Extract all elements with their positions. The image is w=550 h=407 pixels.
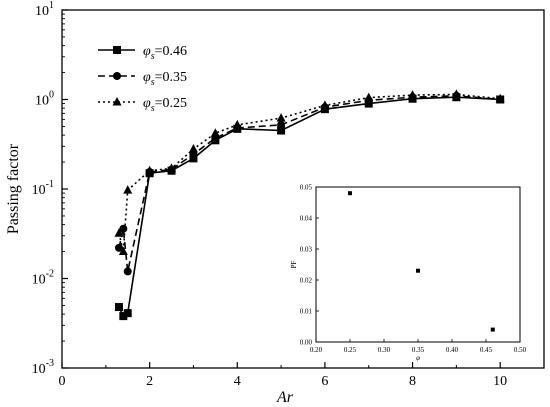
data-point-triangle: [210, 128, 220, 137]
inset-x-tick-label: 0.25: [344, 346, 357, 354]
inset-y-tick-label: 0.01: [300, 308, 313, 316]
data-point-circle: [277, 120, 286, 129]
x-tick-label: 8: [409, 374, 416, 389]
legend-label: φs=0.35: [143, 70, 187, 88]
inset-x-tick-label: 0.35: [412, 346, 425, 354]
data-point-triangle: [232, 119, 242, 129]
main-x-axis-label: Ar: [276, 389, 294, 406]
data-point-triangle: [451, 89, 461, 98]
y-tick-label: 10-3: [32, 358, 54, 377]
inset-x-tick-label: 0.30: [378, 346, 391, 354]
data-point-triangle: [118, 246, 128, 256]
inset-data-point: [416, 268, 420, 273]
inset-y-tick-label: 0.00: [300, 339, 313, 347]
inset-plot-area: [315, 186, 521, 343]
data-point-triangle: [123, 185, 133, 194]
inset-y-tick-label: 0.04: [300, 215, 313, 223]
data-point-circle: [113, 72, 121, 80]
inset-y-tick-label: 0.02: [300, 277, 313, 285]
inset-x-tick-label: 0.40: [446, 346, 459, 354]
x-tick-label: 4: [234, 374, 241, 389]
data-point-square: [119, 312, 128, 321]
main-series-group: [114, 89, 505, 321]
data-point-circle: [119, 224, 128, 233]
data-point-triangle: [408, 90, 418, 99]
data-point-triangle: [112, 97, 122, 106]
data-point-triangle: [364, 92, 374, 102]
data-point-square: [277, 126, 286, 135]
inset-y-axis-label: PF: [290, 261, 298, 269]
data-point-square: [123, 309, 132, 318]
main-y-axis-label: Passing factor: [5, 143, 22, 234]
y-tick-label: 101: [35, 0, 54, 19]
series-line: [118, 96, 501, 318]
data-point-square: [189, 154, 198, 163]
inset-x-tick-label: 0.45: [480, 346, 493, 354]
legend-label: φs=0.46: [143, 44, 187, 62]
inset-data-point: [490, 327, 495, 332]
inset-chart: 0.20 0.25 0.30 0.35 0.40 0.45 0.50 0.00 0.01 0.02…: [290, 184, 527, 363]
inset-x-tick-label: 0.50: [514, 346, 527, 354]
data-point-triangle: [145, 165, 155, 175]
data-point-triangle: [276, 113, 286, 122]
data-point-triangle: [114, 228, 124, 237]
inset-y-tick-label: 0.05: [300, 184, 313, 192]
data-point-triangle: [188, 143, 198, 153]
data-point-triangle: [495, 93, 505, 103]
data-point-circle: [123, 267, 132, 276]
data-point-square: [114, 303, 123, 312]
x-tick-label: 2: [146, 374, 153, 389]
x-tick-label: 6: [321, 374, 328, 389]
series-triangle: [114, 89, 505, 256]
data-point-square: [113, 46, 121, 54]
inset-x-tick-label: 0.20: [310, 346, 323, 354]
y-tick-label: 10-2: [32, 269, 54, 288]
main-ticks: 0 2 4 6 8 10 10-3 10-2 10-1 100 101: [32, 0, 508, 389]
data-point-triangle: [167, 163, 177, 172]
y-tick-label: 100: [35, 90, 54, 109]
data-point-triangle: [320, 100, 330, 109]
inset-y-tick-label: 0.03: [300, 246, 313, 254]
x-tick-label: 10: [493, 374, 507, 389]
legend-label: φs=0.25: [143, 96, 187, 114]
x-tick-label: 0: [59, 374, 66, 389]
data-point-circle: [114, 243, 123, 252]
inset-x-axis-label: φ: [416, 354, 420, 362]
y-tick-label: 10-1: [32, 179, 54, 198]
series-line: [118, 94, 501, 272]
inset-data-point: [348, 191, 352, 196]
series-line: [118, 93, 501, 252]
legend: φs=0.46 φs=0.35 φs=0.25: [98, 44, 187, 114]
